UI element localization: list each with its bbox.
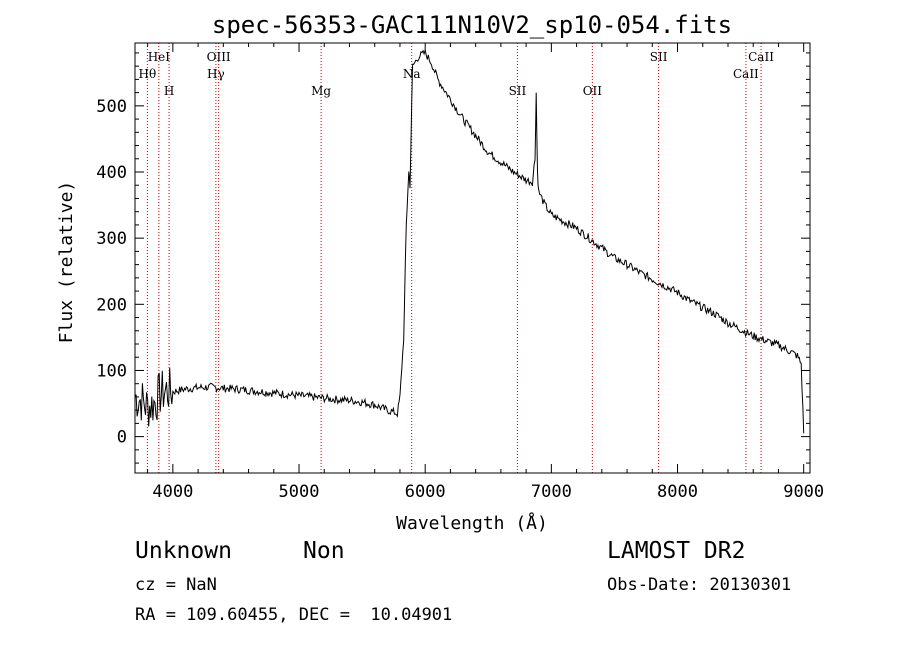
x-tick-label: 4000 xyxy=(152,482,193,502)
spectral-line-label: HeI xyxy=(148,50,171,64)
class-label: Unknown xyxy=(135,538,232,564)
x-axis-label: Wavelength (Å) xyxy=(396,512,548,534)
x-tick-label: 9000 xyxy=(783,482,824,502)
y-tick-label: 300 xyxy=(96,229,127,249)
spectrum-line xyxy=(134,49,805,434)
spectral-line-label: H xyxy=(164,84,174,98)
plot-frame xyxy=(134,42,811,474)
spectrum-series xyxy=(134,49,805,434)
spectral-line-label: SII xyxy=(650,50,668,64)
y-tick-label: 200 xyxy=(96,295,127,315)
y-axis-label: Flux (relative) xyxy=(56,181,77,344)
x-tick-label: 8000 xyxy=(657,482,698,502)
spectral-line-label: Hγ xyxy=(207,67,225,81)
spectral-line-label: OII xyxy=(583,84,603,98)
obs-date: Obs-Date: 20130301 xyxy=(607,575,792,595)
x-tick-label: 7000 xyxy=(531,482,572,502)
spectral-line-label: CaII xyxy=(748,50,774,64)
spectral-line-label: Hθ xyxy=(139,67,157,81)
spectral-line-label: OIII xyxy=(207,50,231,64)
spectral-line-label: Na xyxy=(403,67,421,81)
coordinates: RA = 109.60455, DEC = 10.04901 xyxy=(135,605,453,625)
y-tick-label: 400 xyxy=(96,163,127,183)
spectral-line-label: SII xyxy=(509,84,527,98)
chart-title: spec-56353-GAC111N10V2_sp10-054.fits xyxy=(212,11,732,39)
spectral-line-label: Mg xyxy=(311,84,331,98)
y-tick-label: 500 xyxy=(96,97,127,117)
y-tick-label: 0 xyxy=(117,428,127,448)
axis-ticks: 4000 5000 6000 7000 8000 9000 0 100 200 300 400 500 xyxy=(96,43,824,502)
cz-value: cz = NaN xyxy=(135,575,217,595)
subclass-label: Non xyxy=(303,538,345,564)
spectral-line-label: CaII xyxy=(733,67,759,81)
survey-label: LAMOST DR2 xyxy=(607,538,746,564)
spectral-lines: Hθ HeI H OIII Hγ Mg Na SII OII SII CaII CaII xyxy=(139,43,774,473)
x-tick-label: 5000 xyxy=(279,482,320,502)
y-tick-label: 100 xyxy=(96,361,127,381)
x-tick-label: 6000 xyxy=(405,482,446,502)
